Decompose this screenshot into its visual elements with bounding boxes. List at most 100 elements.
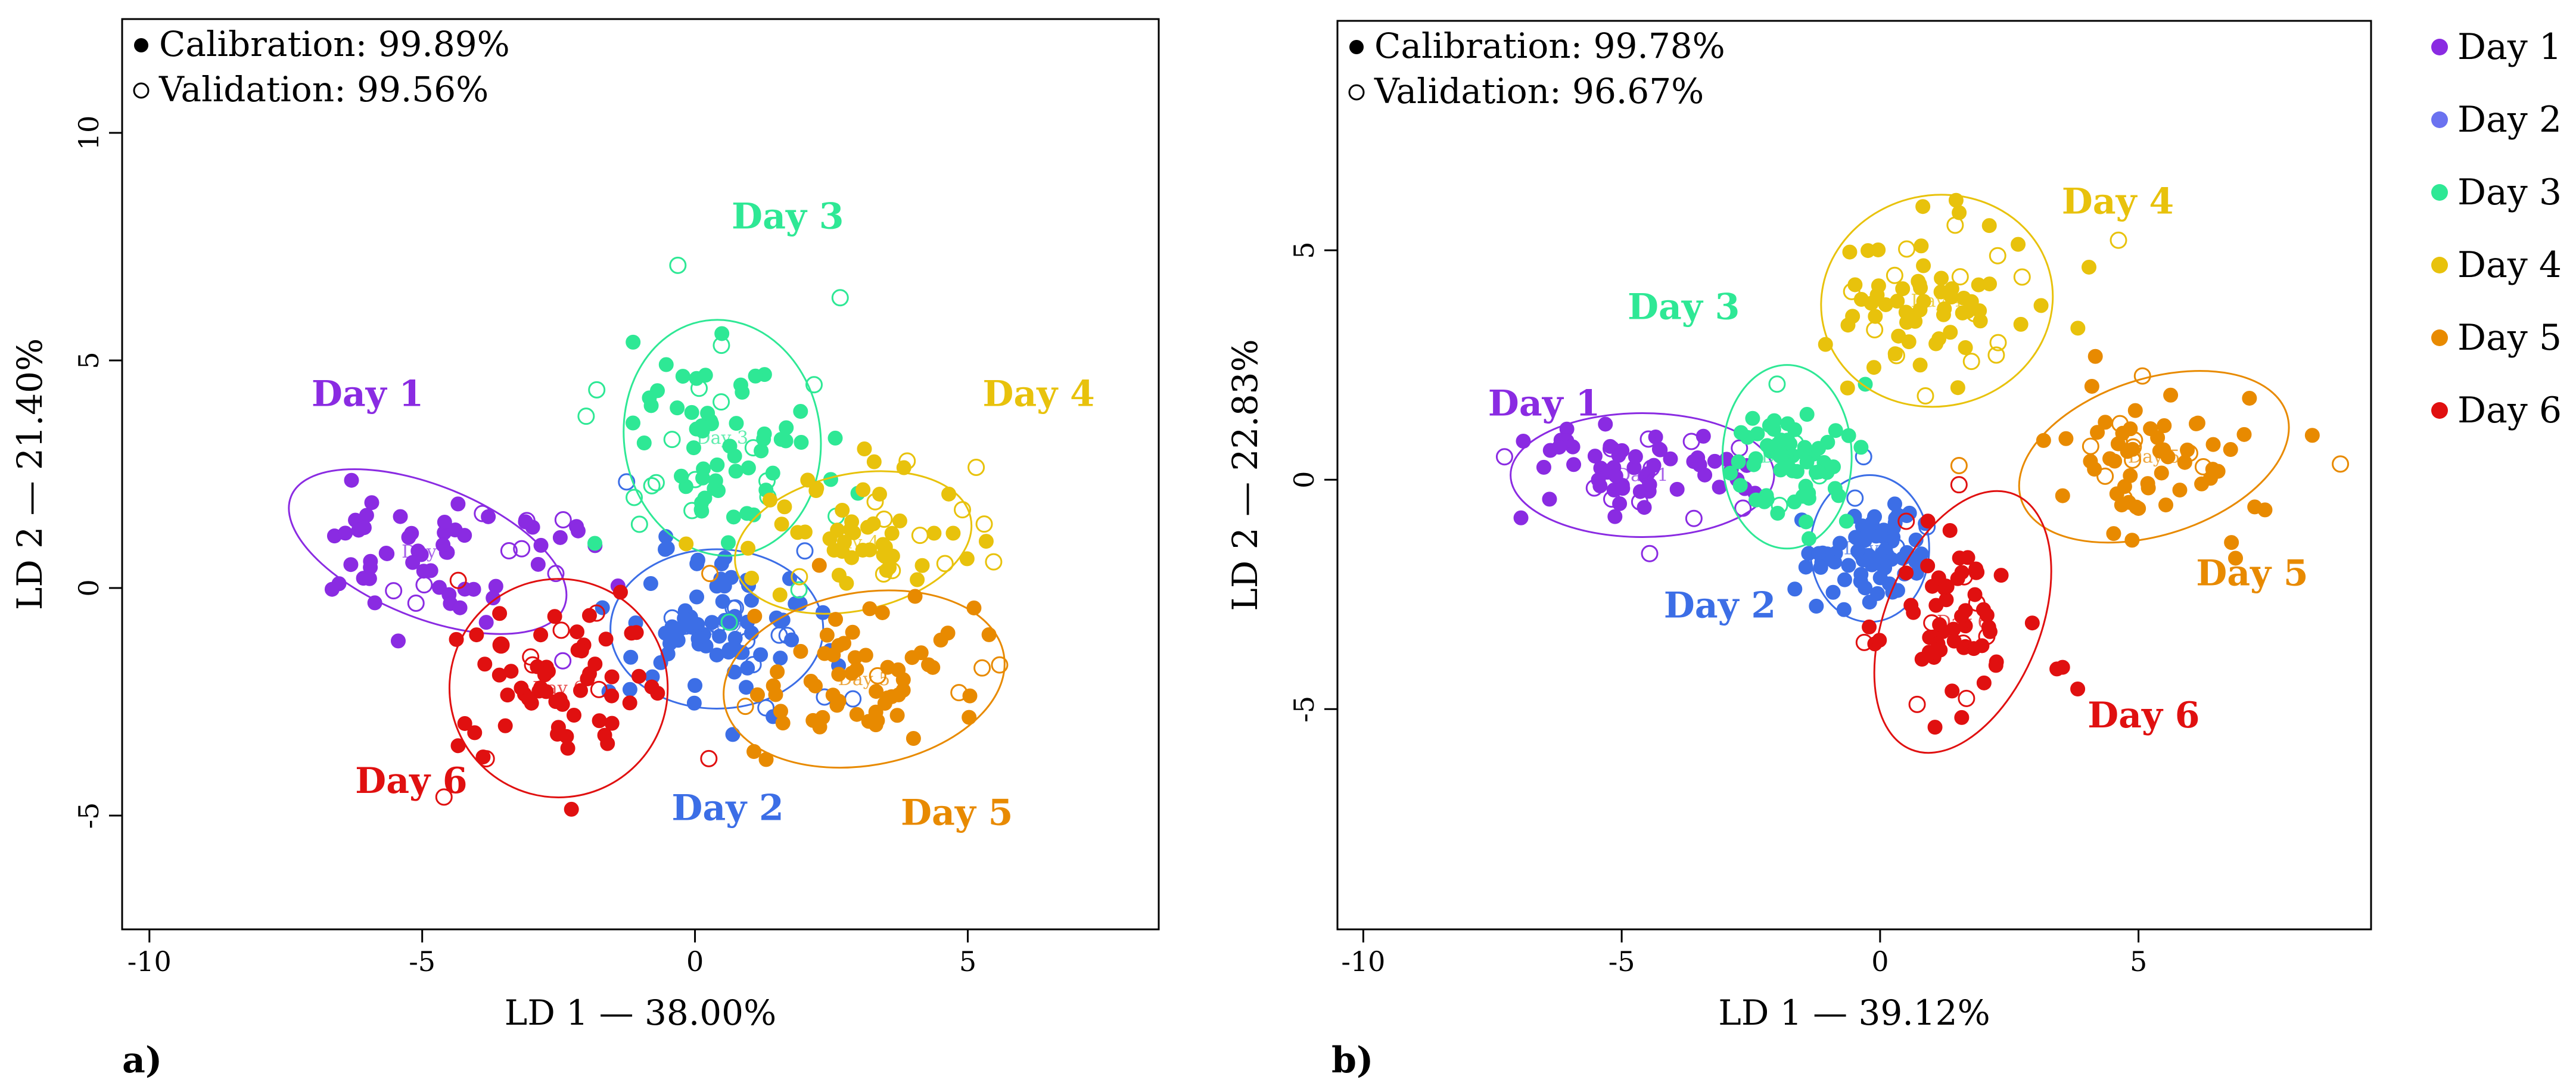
calibration-point: [774, 517, 789, 532]
calibration-point: [674, 468, 689, 484]
calibration-point: [749, 687, 765, 702]
calibration-point: [437, 514, 452, 530]
calibration-point: [826, 647, 841, 662]
panel-label: b): [1331, 1040, 1373, 1081]
validation-point: [973, 659, 991, 677]
confidence-ellipse: [623, 319, 822, 557]
calibration-point: [530, 556, 546, 572]
group-day-5: Day 5 Day 5: [701, 558, 1013, 833]
validation-point: [1810, 467, 1828, 485]
calibration-point: [710, 457, 725, 472]
validation-point: [1955, 568, 1973, 586]
group-day-3: Day 3 Day 3: [1628, 287, 1873, 550]
calibration-point: [1866, 360, 1881, 375]
validation-point: [967, 459, 985, 477]
calibration-point: [351, 522, 366, 538]
validation-point: [683, 502, 701, 519]
calibration-point: [344, 472, 359, 488]
calibration-point: [843, 522, 858, 537]
legend-item-label: Day 5: [2457, 317, 2562, 359]
calibration-point: [364, 495, 379, 511]
validation-point: [2111, 415, 2129, 433]
calibration-point: [1955, 305, 1970, 321]
calibration-point: [2107, 453, 2123, 469]
calibration-point: [587, 536, 602, 551]
validation-point: [1923, 614, 1941, 632]
calibration-point: [2177, 455, 2192, 470]
calibration-point: [1944, 281, 1959, 297]
calibration-point: [849, 707, 864, 722]
calibration-point: [836, 534, 852, 550]
validation-point: [524, 656, 542, 674]
calibration-point: [1587, 449, 1603, 464]
calibration-point: [2157, 418, 2172, 434]
validation-point: [1639, 430, 1657, 448]
calibration-point: [324, 581, 340, 597]
validation-point: [1898, 240, 1916, 258]
legend-marker: [2431, 111, 2448, 128]
calibration-point: [892, 513, 907, 528]
calibration-point: [855, 482, 871, 497]
calibration-point: [880, 690, 895, 706]
calibration-point: [604, 669, 620, 685]
validation-point: [1987, 346, 2005, 364]
legend-item-label: Day 4: [2457, 244, 2562, 286]
calibration-point: [1982, 276, 1998, 292]
validation-point: [1951, 268, 1969, 286]
calibration-point: [1993, 568, 2009, 583]
calibration-point: [466, 581, 481, 597]
calibration-point: [1841, 558, 1856, 573]
calibration-point: [1920, 514, 1936, 529]
calibration-point: [819, 627, 835, 643]
calibration-point: [478, 615, 494, 630]
panel-label: a): [122, 1040, 162, 1081]
calibration-point: [592, 713, 607, 729]
validation-point: [700, 749, 718, 767]
calibration-point: [1707, 453, 1722, 469]
x-tick-label: -5: [409, 945, 435, 978]
calibration-point: [570, 624, 585, 640]
calibration-point: [500, 687, 515, 703]
calibration-point: [642, 390, 657, 406]
validation-point: [1495, 448, 1513, 466]
x-axis-label: LD 1 — 39.12%: [1718, 993, 1990, 1033]
calibration-point: [1858, 377, 1873, 392]
validation-point: [778, 627, 796, 645]
validation-point: [1602, 440, 1620, 458]
validation-point: [1685, 509, 1703, 527]
calibration-point: [959, 551, 975, 567]
calibration-point: [1811, 464, 1827, 480]
validation-point: [2096, 467, 2114, 485]
calibration-point: [450, 496, 466, 512]
legend-marker: [2431, 329, 2448, 346]
calibration-point: [836, 636, 852, 651]
calibration-point: [1818, 337, 1833, 352]
validation-point: [554, 511, 572, 528]
validation-point: [954, 501, 972, 519]
group-label: Day 4: [2062, 181, 2174, 222]
calibration-point: [1871, 242, 1886, 257]
validation-point: [626, 489, 643, 506]
legend-item-label: Day 3: [2457, 172, 2562, 213]
calibration-point: [1607, 509, 1623, 524]
calibration-point: [560, 741, 575, 756]
calibration-point: [1842, 244, 1858, 260]
calibration-point: [2160, 449, 2176, 465]
calibration-point: [1974, 638, 1990, 654]
calibration-point: [631, 668, 647, 684]
validation-point: [2133, 367, 2151, 385]
calibration-point: [1566, 457, 1582, 472]
validation-point: [407, 594, 425, 612]
calibration-point: [866, 454, 882, 469]
legend-marker: [2431, 39, 2448, 55]
calibration-point: [405, 555, 421, 570]
calibration-point: [2013, 316, 2029, 332]
calibration-point: [521, 691, 536, 707]
calibration-point: [622, 695, 637, 711]
validation-marker: [1348, 84, 1365, 101]
calibration-point: [857, 441, 872, 457]
calibration-point: [1608, 468, 1623, 484]
calibration-point: [962, 688, 978, 704]
calibration-point: [831, 667, 847, 682]
calibration-point: [1891, 328, 1906, 344]
